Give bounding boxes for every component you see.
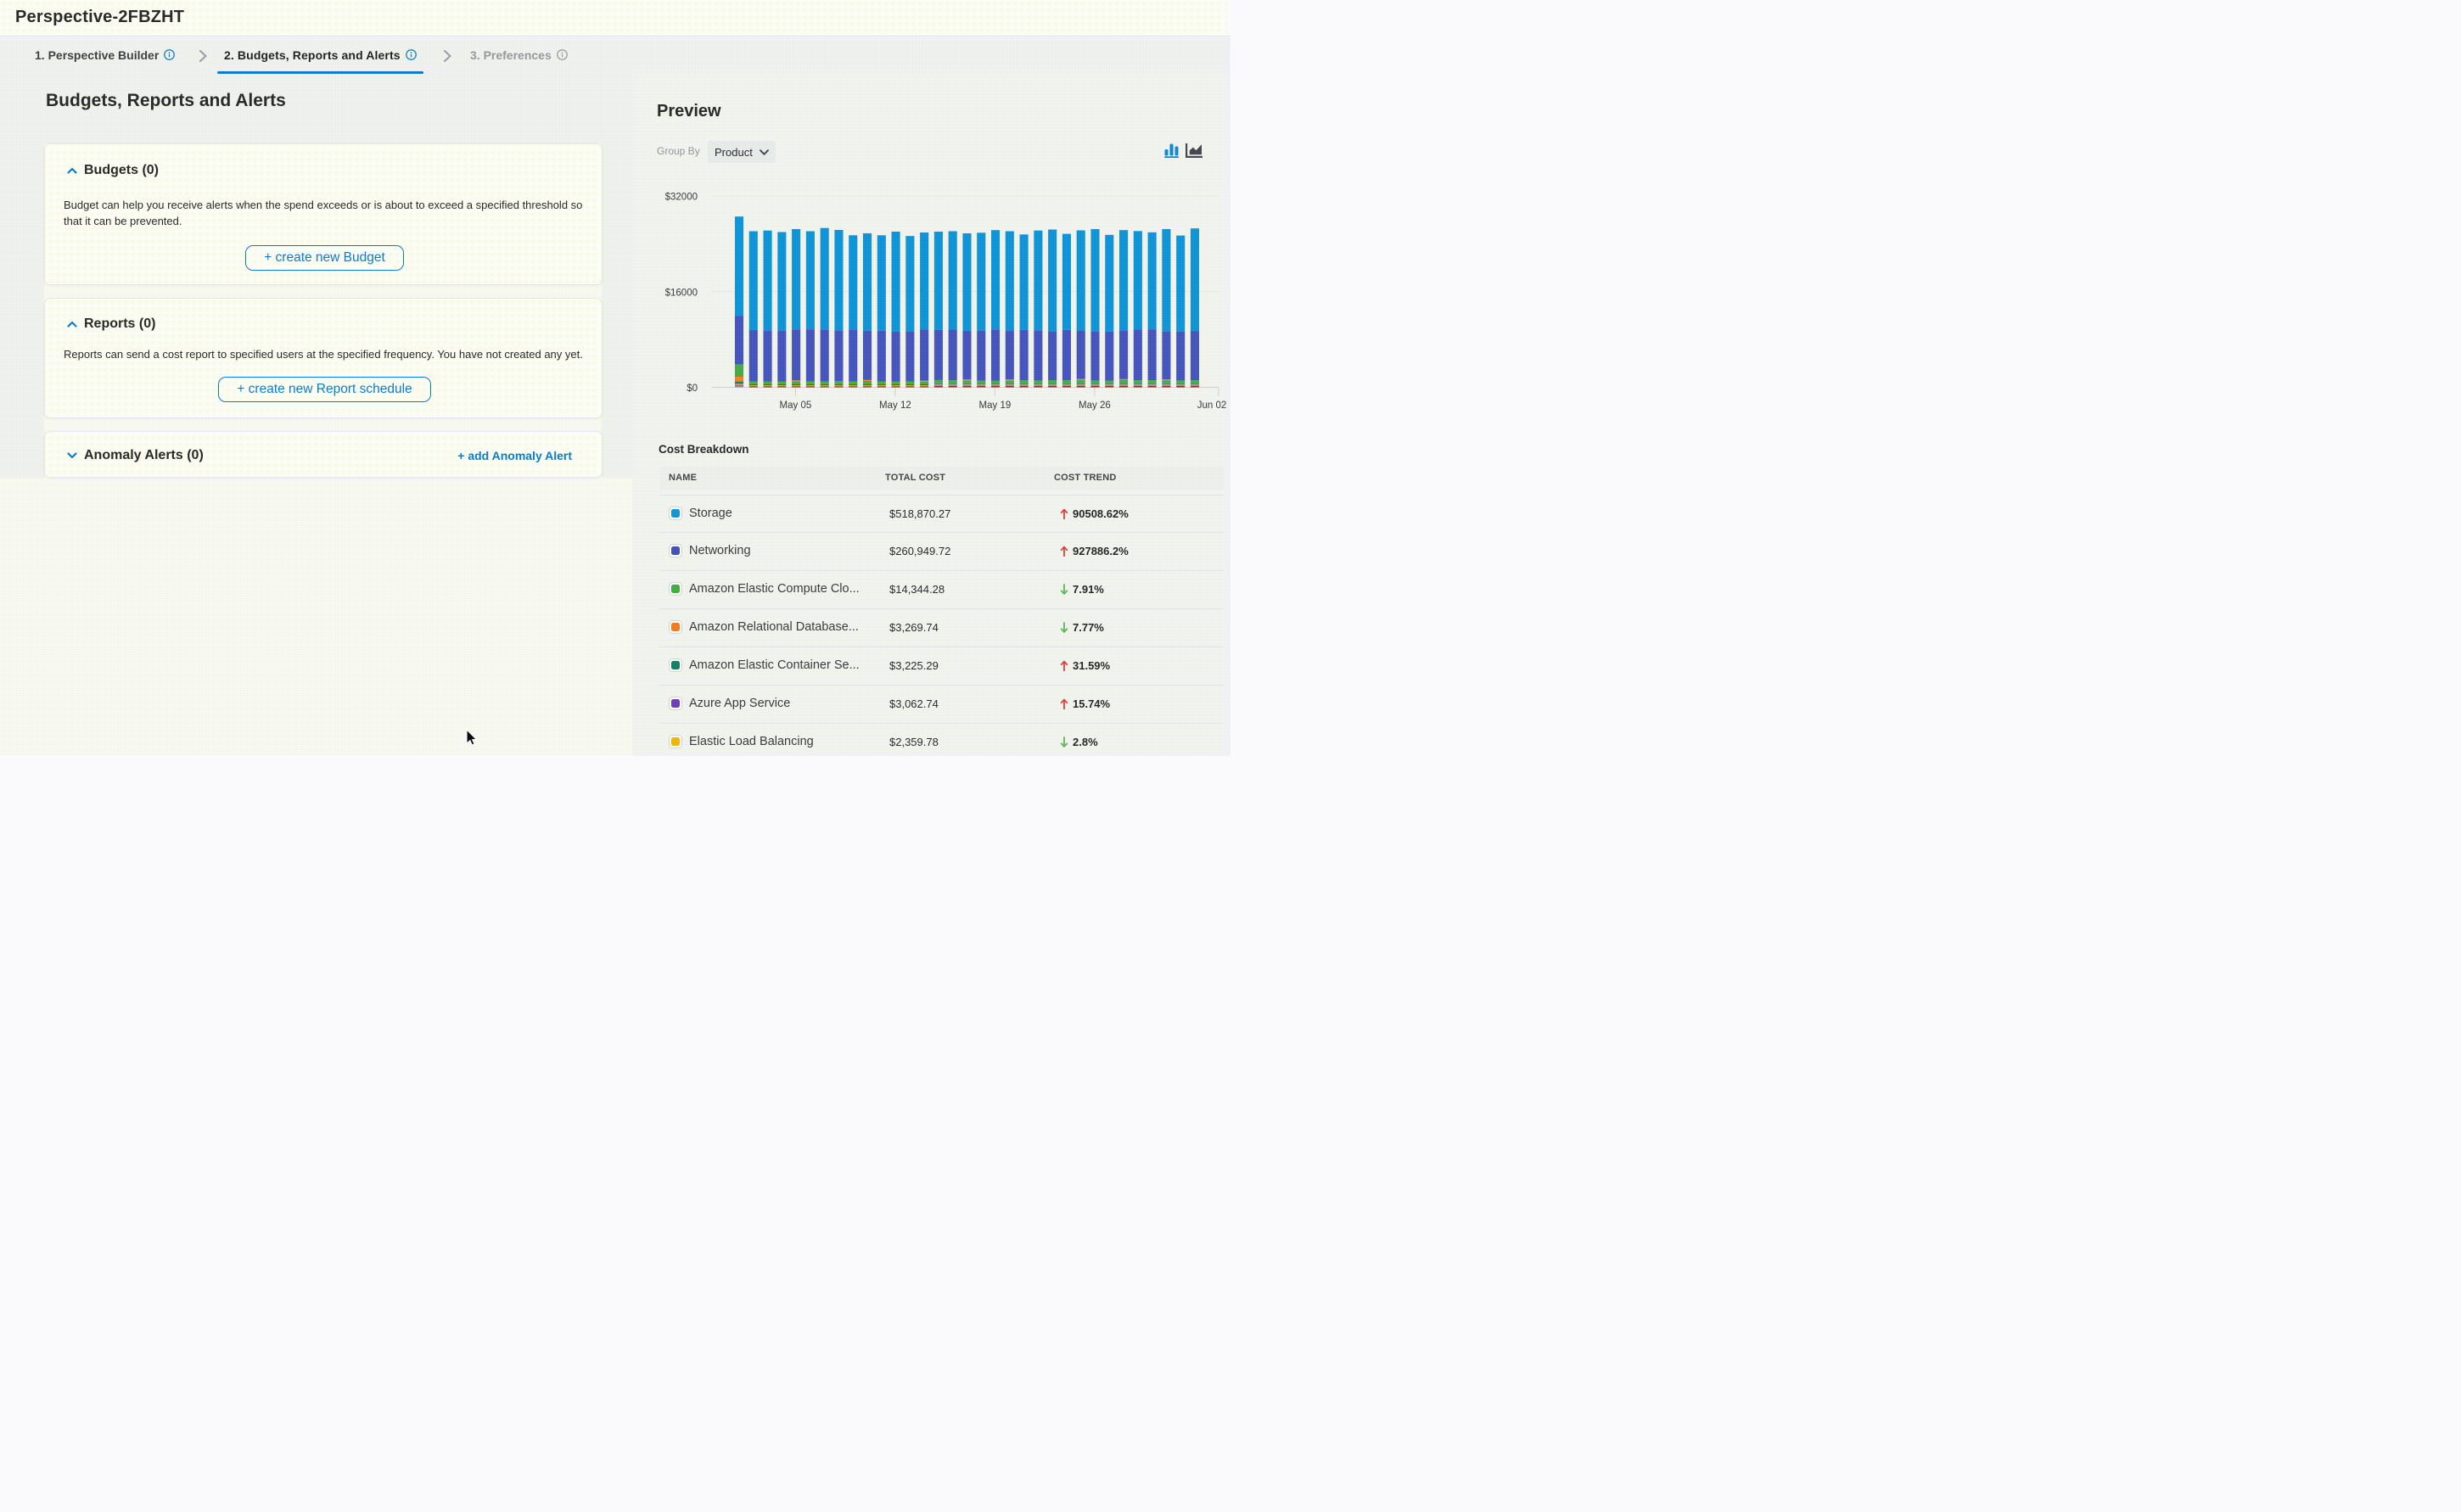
- svg-text:May 05: May 05: [780, 400, 812, 411]
- svg-text:May 12: May 12: [879, 400, 911, 411]
- svg-text:May 19: May 19: [979, 400, 1012, 411]
- svg-text:May 26: May 26: [1079, 400, 1111, 411]
- svg-text:$32000: $32000: [665, 193, 698, 203]
- svg-text:$0: $0: [687, 384, 698, 394]
- svg-text:Jun 02: Jun 02: [1197, 400, 1227, 411]
- svg-text:$16000: $16000: [665, 288, 698, 298]
